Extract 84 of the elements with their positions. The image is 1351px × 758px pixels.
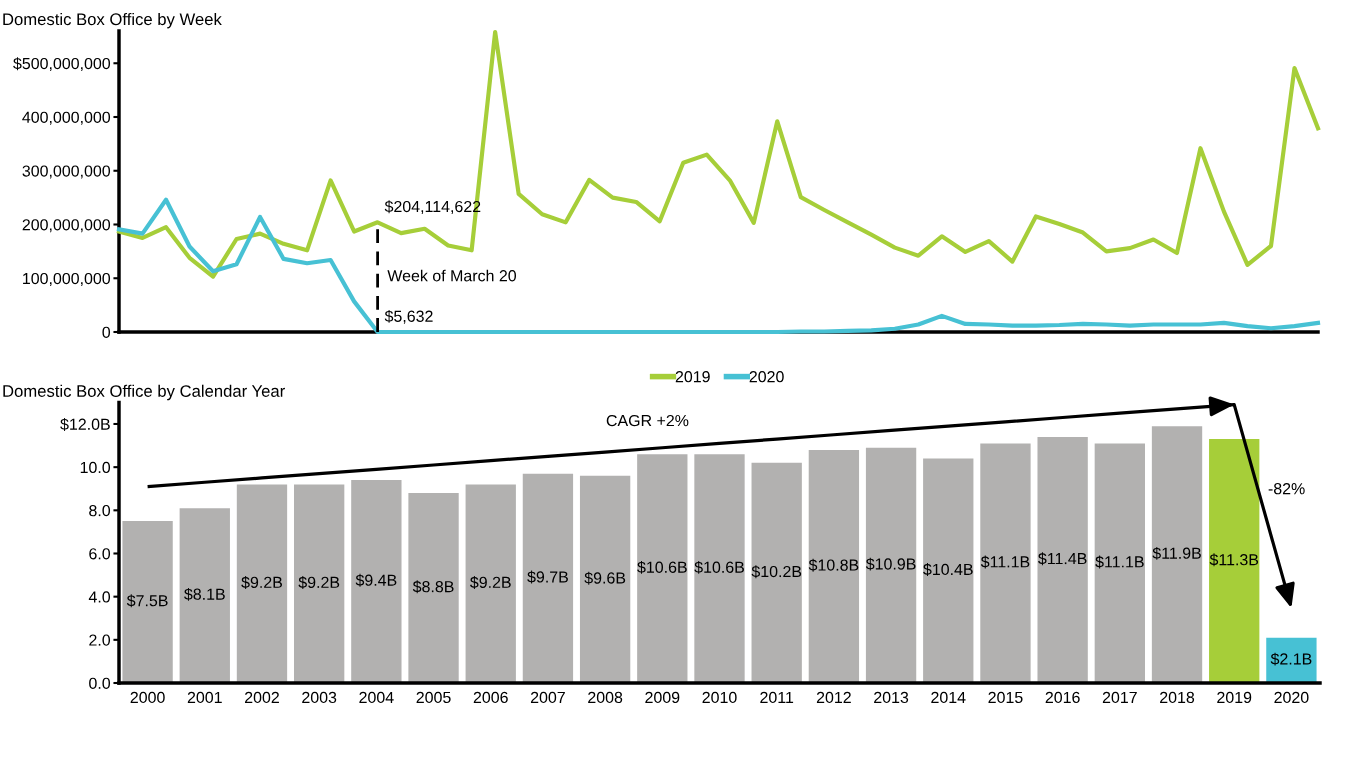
x-tick-label: 2011 (760, 691, 794, 704)
data-label: $5,632 (384, 309, 433, 324)
chart-title: Domestic Box Office by Week (3, 12, 222, 29)
x-tick-label: 2002 (245, 691, 279, 704)
bar (408, 493, 459, 683)
x-tick-label: 2010 (702, 691, 737, 704)
data-label: $2.1B (1270, 652, 1312, 666)
data-label: $9.7B (527, 570, 568, 584)
bar (579, 475, 631, 683)
y-tick-label: 6.0 (89, 548, 111, 560)
bar (1209, 439, 1260, 683)
bar (465, 484, 516, 683)
bar (1037, 436, 1088, 683)
chart-title: Domestic Box Office by Calendar Year (3, 384, 285, 401)
y-tick-label: 200,000,000 (22, 219, 111, 233)
x-tick-label: 2003 (302, 691, 337, 704)
bar (236, 484, 288, 683)
y-tick-label: $500,000,000 (13, 57, 111, 72)
bar (122, 521, 173, 683)
data-label: $11.9B (1152, 546, 1201, 560)
data-label: $10.8B (808, 558, 859, 572)
x-tick-label: 2005 (416, 691, 451, 704)
data-label: $10.2B (751, 565, 802, 579)
y-tick-label: 400,000,000 (22, 111, 111, 125)
x-tick-label: 2016 (1045, 691, 1080, 704)
bar (522, 473, 574, 683)
bar (923, 458, 974, 683)
bar (637, 454, 688, 683)
y-tick-label: 2.0 (89, 634, 111, 646)
x-tick-label: 2015 (988, 691, 1023, 704)
bar (294, 484, 345, 683)
data-label: $9.4B (355, 573, 397, 587)
bar (1266, 637, 1317, 683)
legend-label: 2020 (749, 371, 784, 383)
bar (351, 480, 402, 683)
y-tick-label: $12.0B (60, 417, 110, 431)
bar (865, 447, 917, 683)
annotation: CAGR +2% (606, 414, 689, 427)
x-tick-label: 2000 (130, 691, 165, 704)
x-tick-label: 2014 (931, 691, 966, 704)
x-tick-label: 2018 (1160, 691, 1195, 704)
y-tick-label: 100,000,000 (23, 272, 111, 287)
x-tick-label: 2009 (645, 691, 680, 704)
x-tick-label: 2004 (359, 691, 394, 704)
data-label: $8.1B (184, 587, 225, 601)
data-label: $9.2B (241, 576, 282, 589)
bar (751, 462, 802, 683)
data-label: $9.6B (584, 571, 626, 585)
bar (694, 454, 745, 683)
data-label: $11.1B (980, 555, 1030, 569)
data-label: $9.2B (470, 576, 511, 589)
annotation: -82% (1268, 483, 1305, 495)
x-tick-label: 2007 (530, 691, 565, 704)
x-tick-label: 2019 (1217, 691, 1252, 704)
data-label: $11.1B (1095, 555, 1144, 569)
data-label: $7.5B (126, 594, 168, 608)
y-tick-label: 10.0 (80, 461, 111, 474)
y-tick-label: 300,000,000 (22, 165, 111, 179)
y-tick-label: 8.0 (89, 504, 111, 517)
x-tick-label: 2012 (816, 691, 851, 704)
data-label: $10.4B (923, 563, 973, 576)
x-tick-label: 2020 (1274, 691, 1309, 704)
data-label: $10.6B (637, 560, 687, 574)
y-tick-label: 4.0 (88, 591, 111, 603)
x-tick-label: 2008 (588, 691, 623, 704)
y-tick-label: 0.0 (89, 677, 111, 689)
data-label: $10.9B (865, 557, 916, 571)
y-tick-label: 0 (102, 326, 111, 338)
x-tick-label: 2013 (874, 691, 909, 704)
data-label: $11.4B (1038, 552, 1087, 566)
legend-label: 2019 (675, 371, 710, 383)
data-label: $11.3B (1209, 553, 1259, 567)
bar (1094, 443, 1145, 683)
data-label: $8.8B (412, 580, 454, 594)
x-tick-label: 2001 (187, 691, 222, 704)
bar (1151, 426, 1203, 683)
x-tick-label: 2017 (1102, 691, 1137, 704)
annotation: Week of March 20 (387, 269, 517, 282)
bar (980, 443, 1031, 683)
bar (808, 449, 860, 683)
data-label: $9.2B (298, 576, 340, 589)
x-tick-label: 2006 (473, 691, 508, 704)
data-label: $10.6B (694, 560, 744, 574)
bar (179, 508, 230, 683)
